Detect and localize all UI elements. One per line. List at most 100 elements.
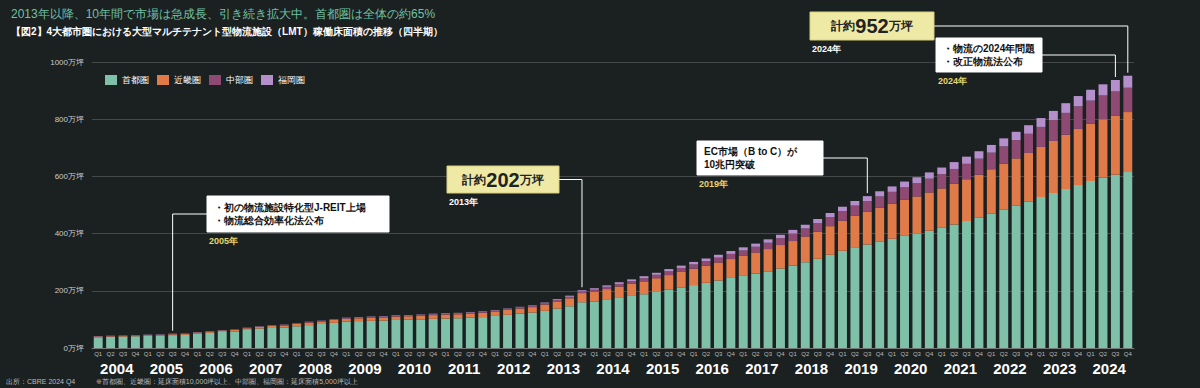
- svg-text:2019年: 2019年: [699, 179, 728, 189]
- svg-text:Q4: Q4: [628, 351, 637, 357]
- svg-text:Q3: Q3: [417, 351, 426, 357]
- svg-text:2010: 2010: [398, 360, 431, 377]
- svg-text:福岡圏: 福岡圏: [278, 75, 305, 85]
- svg-text:2013年以降、10年間で市場は急成長、引き続き拡大中。首都: 2013年以降、10年間で市場は急成長、引き続き拡大中。首都圏は全体の約65%: [11, 7, 435, 21]
- svg-text:Q3: Q3: [764, 351, 773, 357]
- svg-text:Q2: Q2: [504, 351, 513, 357]
- svg-text:Q1: Q1: [144, 351, 153, 357]
- svg-text:Q3: Q3: [566, 351, 575, 357]
- svg-text:0万坪: 0万坪: [64, 344, 84, 353]
- svg-text:Q2: Q2: [752, 351, 761, 357]
- svg-text:Q4: Q4: [528, 351, 537, 357]
- svg-text:Q4: Q4: [280, 351, 289, 357]
- svg-text:Q3: Q3: [169, 351, 178, 357]
- svg-text:Q3: Q3: [268, 351, 277, 357]
- svg-text:Q1: Q1: [938, 351, 947, 357]
- svg-text:Q1: Q1: [739, 351, 748, 357]
- svg-text:Q4: Q4: [925, 351, 934, 357]
- svg-text:Q3: Q3: [714, 351, 723, 357]
- svg-text:近畿圏: 近畿圏: [174, 75, 201, 85]
- svg-text:Q3: Q3: [1012, 351, 1021, 357]
- svg-text:Q4: Q4: [826, 351, 835, 357]
- svg-text:Q4: Q4: [330, 351, 339, 357]
- svg-text:2005年: 2005年: [209, 236, 238, 246]
- svg-text:・物流総合効率化法公布: ・物流総合効率化法公布: [214, 215, 324, 226]
- svg-text:600万坪: 600万坪: [55, 172, 84, 181]
- svg-text:出所：CBRE 2024 Q4: 出所：CBRE 2024 Q4: [6, 378, 75, 386]
- svg-text:Q2: Q2: [404, 351, 413, 357]
- svg-text:Q1: Q1: [789, 351, 798, 357]
- svg-text:Q1: Q1: [888, 351, 897, 357]
- svg-text:Q3: Q3: [814, 351, 823, 357]
- svg-text:Q2: Q2: [702, 351, 711, 357]
- svg-text:10兆円突破: 10兆円突破: [704, 159, 756, 170]
- svg-text:Q2: Q2: [1000, 351, 1009, 357]
- svg-text:Q3: Q3: [119, 351, 128, 357]
- svg-text:2006: 2006: [199, 360, 232, 377]
- svg-text:Q3: Q3: [963, 351, 972, 357]
- svg-text:Q1: Q1: [690, 351, 699, 357]
- svg-text:2008: 2008: [299, 360, 332, 377]
- svg-text:2012: 2012: [497, 360, 530, 377]
- svg-text:Q3: Q3: [367, 351, 376, 357]
- svg-text:Q4: Q4: [231, 351, 240, 357]
- svg-text:Q2: Q2: [950, 351, 959, 357]
- svg-text:Q3: Q3: [913, 351, 922, 357]
- svg-text:【図2】4大都市圏における大型マルチテナント型物流施設（LM: 【図2】4大都市圏における大型マルチテナント型物流施設（LMT）稼働床面積の推移…: [11, 26, 443, 38]
- svg-text:Q4: Q4: [479, 351, 488, 357]
- svg-text:2024: 2024: [1093, 360, 1127, 377]
- svg-text:2017: 2017: [745, 360, 778, 377]
- svg-text:Q1: Q1: [987, 351, 996, 357]
- svg-text:Q2: Q2: [1049, 351, 1058, 357]
- svg-text:Q4: Q4: [876, 351, 885, 357]
- svg-text:Q2: Q2: [553, 351, 562, 357]
- svg-text:2020: 2020: [894, 360, 927, 377]
- svg-text:202: 202: [486, 169, 519, 191]
- svg-text:2005: 2005: [150, 360, 183, 377]
- svg-text:Q4: Q4: [677, 351, 686, 357]
- svg-text:Q1: Q1: [838, 351, 847, 357]
- svg-text:・改正物流法公布: ・改正物流法公布: [943, 56, 1023, 67]
- svg-text:Q2: Q2: [603, 351, 612, 357]
- svg-text:1000万坪: 1000万坪: [50, 58, 84, 67]
- svg-text:Q3: Q3: [863, 351, 872, 357]
- svg-text:Q3: Q3: [466, 351, 475, 357]
- svg-text:Q2: Q2: [355, 351, 364, 357]
- svg-text:Q2: Q2: [305, 351, 314, 357]
- svg-text:Q4: Q4: [578, 351, 587, 357]
- svg-text:Q4: Q4: [181, 351, 190, 357]
- svg-text:Q1: Q1: [193, 351, 202, 357]
- svg-text:2024年: 2024年: [938, 76, 967, 86]
- svg-text:Q3: Q3: [615, 351, 624, 357]
- svg-text:Q3: Q3: [1111, 351, 1120, 357]
- svg-text:Q2: Q2: [901, 351, 910, 357]
- svg-text:万坪: 万坪: [519, 173, 544, 187]
- svg-text:2015: 2015: [646, 360, 679, 377]
- svg-text:EC市場（B to C）が: EC市場（B to C）が: [704, 146, 798, 157]
- svg-text:Q4: Q4: [1025, 351, 1034, 357]
- svg-text:Q1: Q1: [342, 351, 351, 357]
- svg-text:2014: 2014: [596, 360, 630, 377]
- svg-text:Q1: Q1: [243, 351, 252, 357]
- svg-text:2013: 2013: [547, 360, 580, 377]
- svg-text:Q4: Q4: [1124, 351, 1133, 357]
- svg-text:2009: 2009: [348, 360, 381, 377]
- svg-text:Q4: Q4: [776, 351, 785, 357]
- svg-text:Q1: Q1: [442, 351, 451, 357]
- svg-text:Q4: Q4: [380, 351, 389, 357]
- svg-text:Q1: Q1: [1087, 351, 1096, 357]
- svg-text:Q3: Q3: [1062, 351, 1071, 357]
- svg-text:Q1: Q1: [94, 351, 103, 357]
- svg-text:2021: 2021: [944, 360, 977, 377]
- svg-text:2013年: 2013年: [449, 197, 478, 207]
- svg-text:Q1: Q1: [590, 351, 599, 357]
- svg-text:Q1: Q1: [392, 351, 401, 357]
- svg-text:2024年: 2024年: [812, 44, 841, 54]
- svg-text:Q3: Q3: [516, 351, 525, 357]
- svg-text:Q1: Q1: [1037, 351, 1046, 357]
- svg-text:Q2: Q2: [851, 351, 860, 357]
- svg-text:Q1: Q1: [491, 351, 500, 357]
- svg-text:Q4: Q4: [429, 351, 438, 357]
- svg-text:Q2: Q2: [107, 351, 116, 357]
- svg-text:Q4: Q4: [727, 351, 736, 357]
